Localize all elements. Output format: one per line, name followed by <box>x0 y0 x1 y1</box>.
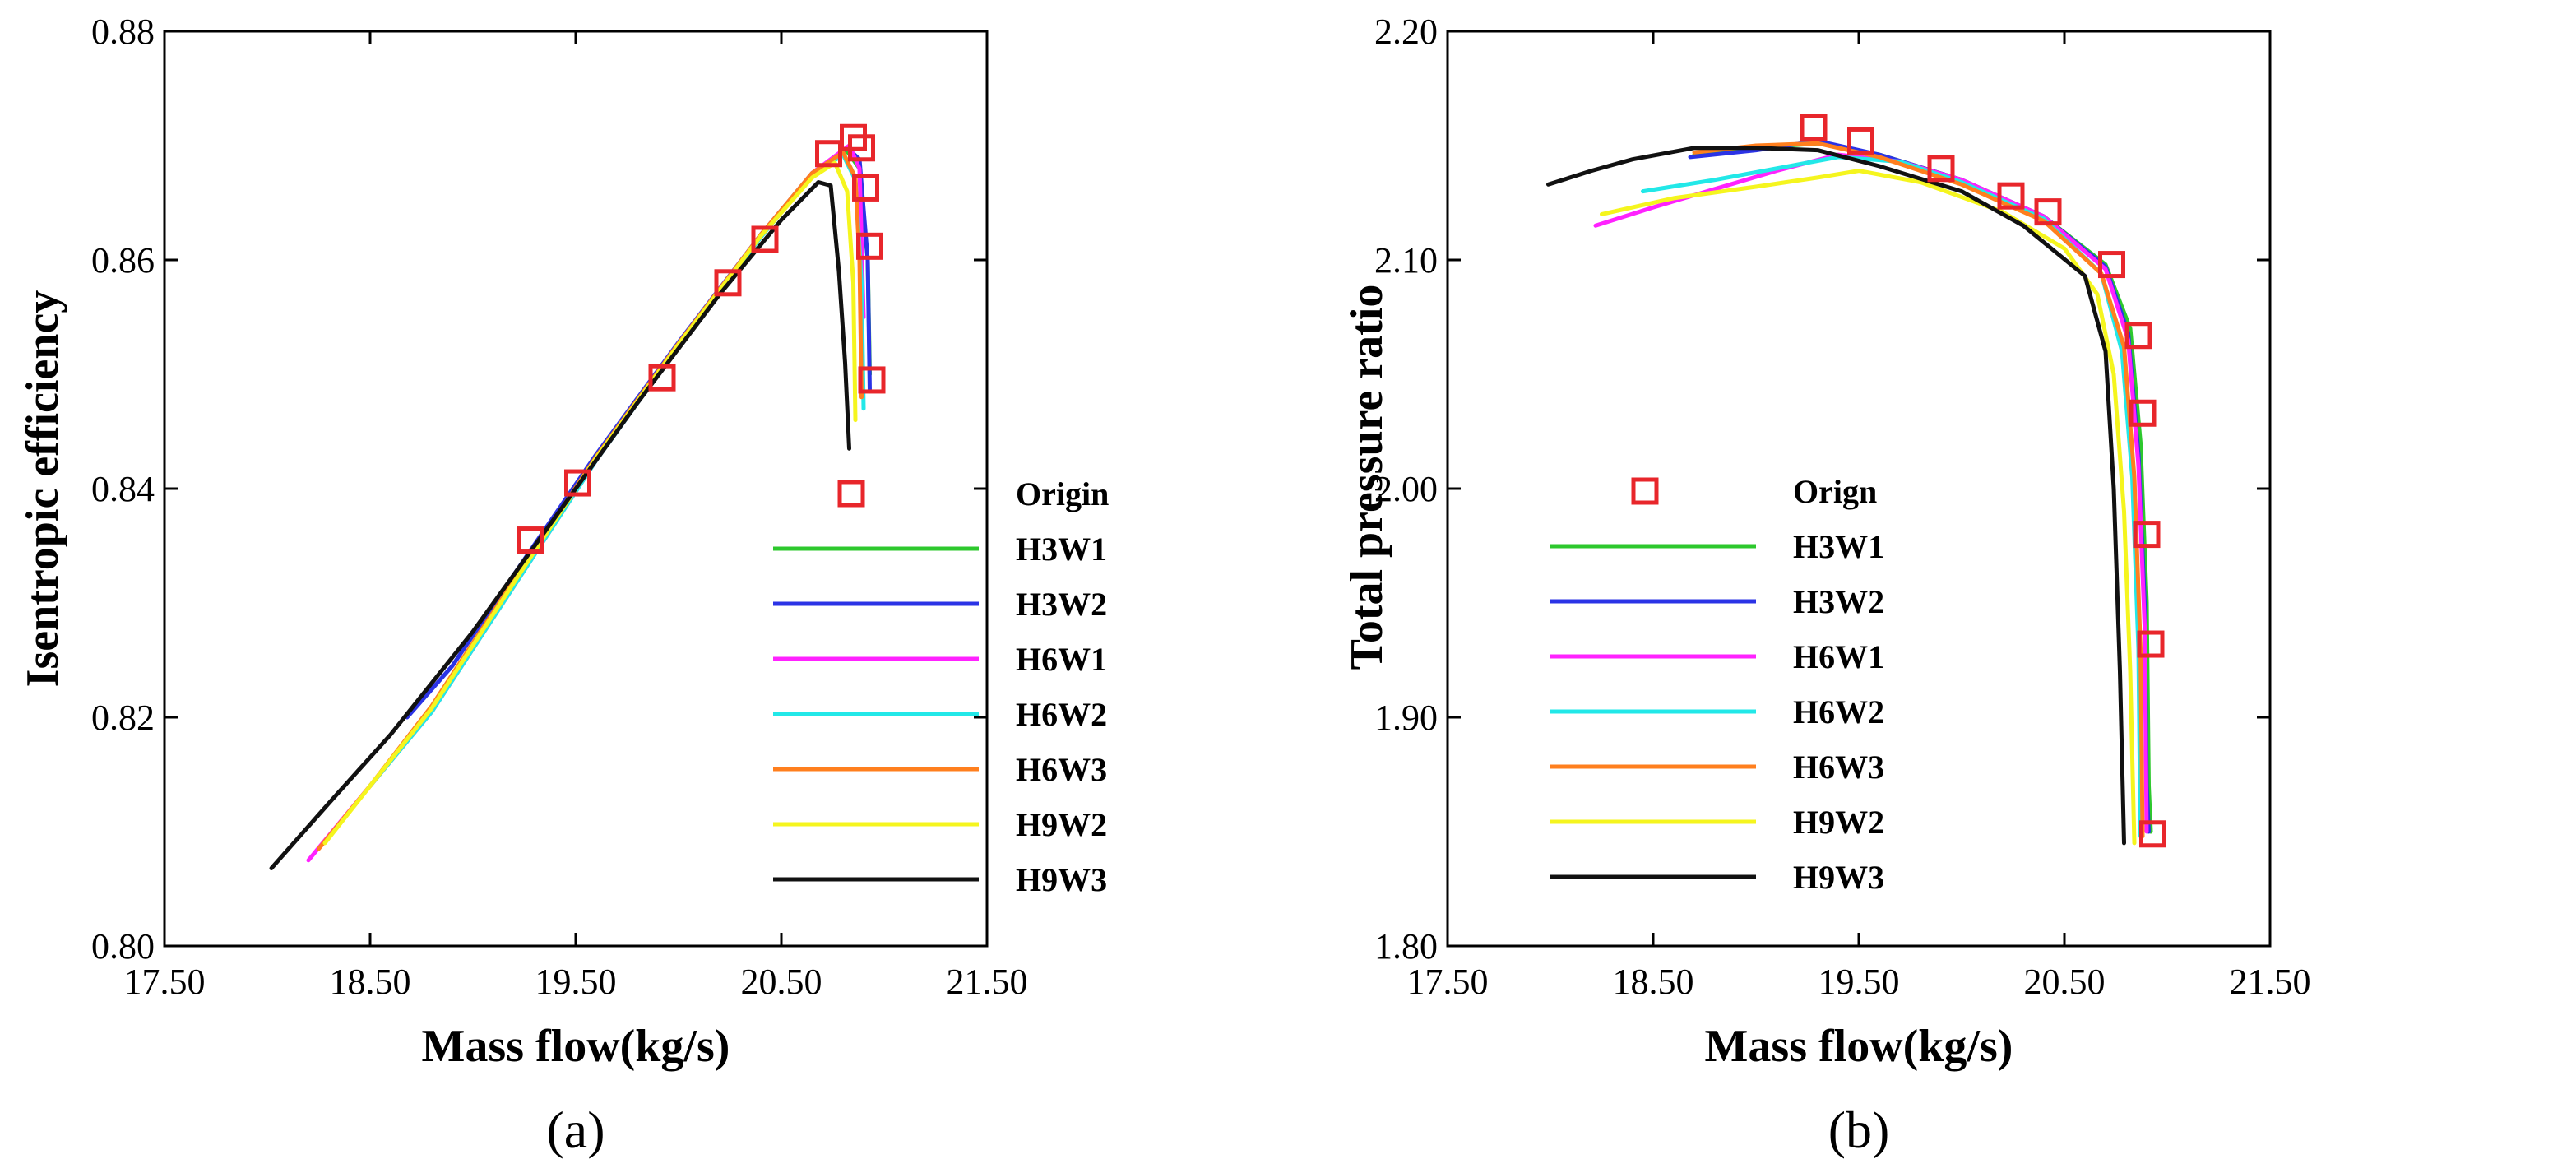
chart-b-legend-label-h6w3: H6W3 <box>1793 749 1884 786</box>
chart-b-origin-marker <box>2124 322 2152 350</box>
chart-b-origin-marker <box>2129 399 2157 427</box>
chart-a-series-h6w1 <box>306 143 866 863</box>
chart-b-series-h6w1 <box>1593 152 2149 834</box>
chart-a-y-tick-label: 0.86 <box>91 240 155 280</box>
chart-a-origin-marker <box>751 225 779 253</box>
chart-b-origin-marker <box>1927 155 1955 183</box>
chart-a-legend-label-h3w1: H3W1 <box>1016 531 1107 568</box>
chart-b-legend-marker-symbol <box>1631 477 1659 505</box>
chart-b-origin-marker <box>2139 820 2166 848</box>
chart-a-y-tick-label: 0.80 <box>91 926 155 967</box>
chart-a-series-h3w2 <box>405 146 872 720</box>
chart-b-origin-marker <box>2133 521 2161 549</box>
chart-b-x-tick-label: 17.50 <box>1407 962 1489 1002</box>
chart-b-origin-marker <box>2034 198 2062 226</box>
chart-b: 17.50 18.50 19.50 20.50 21.50 1.80 1.90 2.00 2.1… <box>1341 12 2311 1159</box>
chart-a-y-tick-label: 0.82 <box>91 698 155 738</box>
chart-b-x-tick-label: 20.50 <box>2024 962 2106 1002</box>
chart-a-ticks: 17.50 18.50 19.50 20.50 21.50 0.80 0.82 0.84 0.8… <box>91 12 1028 1002</box>
chart-a-series <box>269 143 872 870</box>
chart-a-origin-marker <box>564 469 591 497</box>
chart-a-x-tick-label: 21.50 <box>947 962 1028 1002</box>
chart-b-x-axis-title: Mass flow(kg/s) <box>1705 1021 2013 1072</box>
chart-a-x-tick-label: 18.50 <box>330 962 411 1002</box>
chart-a-legend-label-h6w2: H6W2 <box>1016 696 1107 733</box>
chart-b-origin-marker <box>1800 114 1828 141</box>
chart-a-y-axis-title: Isentropic efficiency <box>17 290 68 688</box>
chart-a-legend-label-h9w3: H9W3 <box>1016 861 1107 898</box>
chart-a-legend: Origin H3W1 H3W2 H6W1 H6W2 H6W3 H9W2 H9W3 <box>773 475 1109 898</box>
chart-b-series-h9w3 <box>1546 146 2126 846</box>
chart-b-markers <box>1800 114 2166 848</box>
chart-b-panel-label: (b) <box>1828 1101 1890 1159</box>
chart-a-x-axis-title: Mass flow(kg/s) <box>422 1021 730 1072</box>
chart-a-panel-label: (a) <box>546 1101 605 1159</box>
chart-a-series-h9w2 <box>322 160 858 846</box>
chart-b-ticks: 17.50 18.50 19.50 20.50 21.50 1.80 1.90 2.00 2.1… <box>1374 12 2311 1002</box>
chart-b-x-tick-label: 18.50 <box>1613 962 1694 1002</box>
chart-a-origin-marker <box>815 140 842 168</box>
chart-a-legend-label-h6w3: H6W3 <box>1016 751 1107 788</box>
chart-a-legend-label-origin: Origin <box>1016 475 1109 512</box>
chart-b-y-tick-label: 1.80 <box>1374 926 1438 967</box>
chart-b-legend-label-h6w1: H6W1 <box>1793 638 1884 675</box>
chart-a-origin-marker <box>517 526 544 554</box>
chart-a-origin-marker <box>858 366 886 394</box>
chart-b-legend: Orign H3W1 H3W2 H6W1 H6W2 H6W3 H9W2 H9W3 <box>1550 473 1884 896</box>
chart-b-legend-label-h3w1: H3W1 <box>1793 528 1884 565</box>
chart-b-y-axis-title: Total pressure ratio <box>1341 285 1392 670</box>
chart-a-series-h9w3 <box>269 180 851 870</box>
chart-b-y-tick-label: 2.10 <box>1374 240 1438 280</box>
chart-b-legend-label-origin: Orign <box>1793 473 1877 510</box>
chart-a-x-tick-label: 20.50 <box>741 962 822 1002</box>
chart-b-legend-label-h9w3: H9W3 <box>1793 859 1884 896</box>
chart-a-origin-marker <box>648 364 676 392</box>
chart-b-series <box>1546 138 2153 846</box>
chart-a-origin-marker <box>714 269 742 297</box>
chart-b-origin-marker <box>2137 630 2165 658</box>
chart-a-markers <box>517 123 886 554</box>
chart-a: 17.50 18.50 19.50 20.50 21.50 0.80 0.82 0.84 0.8… <box>17 12 1109 1159</box>
chart-a-origin-marker <box>852 174 879 202</box>
chart-a-legend-marker-symbol <box>837 480 865 508</box>
chart-b-legend-label-h3w2: H3W2 <box>1793 583 1884 620</box>
chart-a-y-tick-label: 0.88 <box>91 12 155 52</box>
chart-b-origin-marker <box>1997 182 2025 210</box>
chart-b-x-tick-label: 21.50 <box>2230 962 2311 1002</box>
chart-a-x-tick-label: 17.50 <box>124 962 206 1002</box>
chart-b-y-tick-label: 2.20 <box>1374 12 1438 52</box>
chart-a-legend-label-h9w2: H9W2 <box>1016 806 1107 843</box>
chart-a-origin-marker <box>848 134 875 162</box>
chart-b-x-tick-label: 19.50 <box>1818 962 1900 1002</box>
chart-a-origin-marker <box>856 232 883 260</box>
chart-b-y-tick-label: 1.90 <box>1374 698 1438 738</box>
chart-b-origin-marker <box>2098 251 2125 279</box>
chart-a-series-h6w3 <box>317 150 864 851</box>
chart-b-origin-marker <box>1847 127 1874 155</box>
chart-b-series-h6w3 <box>1692 141 2145 839</box>
chart-a-legend-label-h3w2: H3W2 <box>1016 586 1107 623</box>
chart-a-x-tick-label: 19.50 <box>535 962 617 1002</box>
chart-b-legend-label-h9w2: H9W2 <box>1793 804 1884 841</box>
chart-a-y-tick-label: 0.84 <box>91 469 155 509</box>
chart-b-y-tick-label: 2.00 <box>1374 469 1438 509</box>
chart-a-legend-label-h6w1: H6W1 <box>1016 641 1107 678</box>
chart-b-legend-label-h6w2: H6W2 <box>1793 693 1884 730</box>
